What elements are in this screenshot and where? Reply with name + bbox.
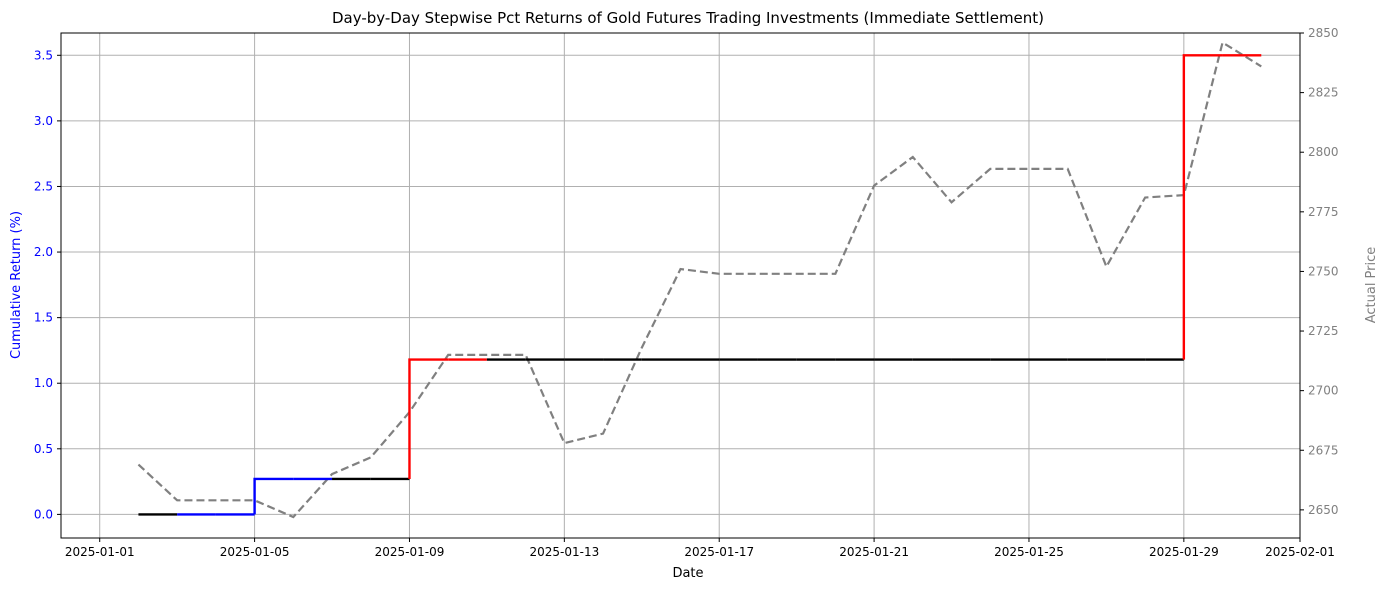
y-right-tick-label: 2700 — [1308, 384, 1339, 398]
y-left-tick-label: 0.0 — [34, 507, 53, 521]
return-step-segment — [1182, 54, 1223, 360]
x-tick-label: 2025-01-17 — [684, 545, 754, 559]
y-axis-left: 0.0 0.5 1.0 1.5 2.0 2.5 3.0 3.5 — [34, 48, 61, 521]
y-right-tick-label: 2675 — [1308, 443, 1339, 457]
y-right-tick-label: 2725 — [1308, 324, 1339, 338]
return-step-segment — [253, 477, 294, 515]
return-series — [138, 54, 1262, 516]
x-tick-label: 2025-02-01 — [1265, 545, 1335, 559]
y-right-tick-label: 2650 — [1308, 503, 1339, 517]
y-axis-right: 2650 2675 2700 2725 2750 2775 2800 2825 2850 — [1300, 26, 1339, 517]
x-tick-label: 2025-01-05 — [220, 545, 290, 559]
return-step-segment — [408, 358, 449, 479]
plot-area-frame — [60, 32, 1301, 539]
y-left-tick-label: 2.0 — [34, 245, 53, 259]
y-right-tick-label: 2850 — [1308, 26, 1339, 40]
y-left-tick-label: 1.5 — [34, 311, 53, 325]
y-right-tick-label: 2750 — [1308, 264, 1339, 278]
y-axis-left-label: Cumulative Return (%) — [9, 211, 24, 359]
x-tick-label: 2025-01-29 — [1149, 545, 1219, 559]
y-left-tick-label: 3.0 — [34, 114, 53, 128]
price-line — [137, 40, 1262, 519]
y-left-tick-label: 3.5 — [34, 48, 53, 62]
x-tick-label: 2025-01-21 — [839, 545, 909, 559]
y-right-tick-label: 2825 — [1308, 86, 1339, 100]
y-left-tick-label: 1.0 — [34, 376, 53, 390]
y-axis-right-label: Actual Price — [1364, 247, 1379, 324]
x-tick-label: 2025-01-13 — [529, 545, 599, 559]
y-left-tick-label: 2.5 — [34, 179, 53, 193]
grid — [61, 33, 1301, 538]
y-left-tick-label: 0.5 — [34, 442, 53, 456]
chart-title: Day-by-Day Stepwise Pct Returns of Gold … — [332, 9, 1044, 27]
y-right-tick-label: 2800 — [1308, 145, 1339, 159]
x-tick-label: 2025-01-25 — [994, 545, 1064, 559]
x-tick-label: 2025-01-09 — [375, 545, 445, 559]
x-axis-label: Date — [672, 566, 703, 581]
x-axis: 2025-01-01 2025-01-05 2025-01-09 2025-01-13… — [65, 538, 1335, 559]
y-right-tick-label: 2775 — [1308, 205, 1339, 219]
x-tick-label: 2025-01-01 — [65, 545, 135, 559]
